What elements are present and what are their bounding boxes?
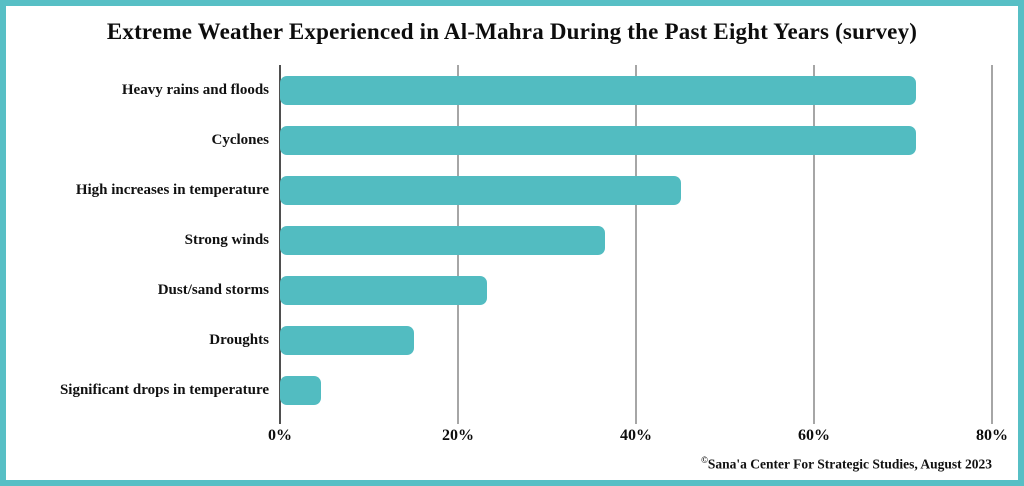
plot-area — [279, 65, 993, 424]
x-tick-label: 80% — [976, 427, 1008, 444]
bar-row — [280, 265, 992, 315]
x-tick-label: 0% — [268, 427, 292, 444]
category-label: Significant drops in temperature — [59, 382, 269, 398]
bar-row — [280, 215, 992, 265]
bar — [280, 375, 321, 405]
x-tick-label: 20% — [442, 427, 474, 444]
category-label: High increases in temperature — [75, 182, 269, 198]
x-tick-label: 60% — [798, 427, 830, 444]
source-text: Sana'a Center For Strategic Studies, Aug… — [707, 456, 992, 471]
copyright-symbol: © — [701, 454, 708, 465]
bar-chart: Heavy rains and floods Cyclones High incre… — [6, 65, 1018, 424]
gridline — [991, 65, 993, 424]
category-label: Cyclones — [211, 132, 270, 148]
x-tick-label: 40% — [620, 427, 652, 444]
bar-row — [280, 315, 992, 365]
bar-row — [280, 365, 992, 415]
category-label: Droughts — [209, 332, 269, 348]
bar — [280, 125, 917, 155]
x-axis-tick-labels: 0% 20% 40% 60% 80% — [268, 427, 1008, 449]
bar — [280, 75, 917, 105]
category-label: Dust/sand storms — [157, 282, 269, 298]
bar — [280, 175, 681, 205]
chart-title: Extreme Weather Experienced in Al-Mahra … — [106, 19, 918, 44]
bar-row — [280, 115, 992, 165]
category-label: Strong winds — [184, 232, 269, 248]
source-attribution: ©Sana'a Center For Strategic Studies, Au… — [701, 455, 992, 473]
gridline — [813, 65, 815, 424]
category-label: Heavy rains and floods — [121, 82, 269, 98]
category-labels-column: Heavy rains and floods Cyclones High incre… — [6, 65, 280, 415]
bar — [280, 325, 414, 355]
bar — [280, 275, 488, 305]
bar — [280, 225, 605, 255]
gridline — [635, 65, 637, 424]
bar-row — [280, 65, 992, 115]
bar-row — [280, 165, 992, 215]
